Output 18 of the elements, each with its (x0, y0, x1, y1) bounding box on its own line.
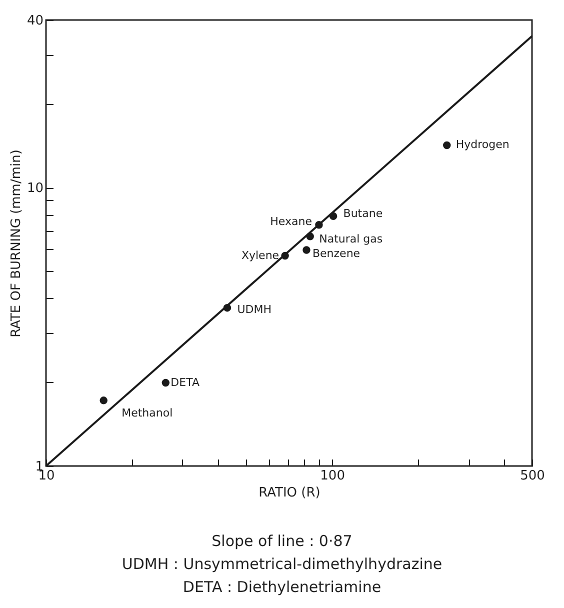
annotation: Hexane (270, 214, 312, 228)
annotation: Xylene (241, 248, 280, 262)
x-axis-title: RATIO (R) (258, 486, 320, 500)
x-tick-label: 500 (520, 468, 545, 484)
text: DETA : Diethylenetriamine (182, 577, 382, 598)
x-tick-label: 100 (320, 468, 345, 484)
text: UDMH : Unsymmetrical-dimethylhydrazine (120, 554, 444, 575)
annotation: UDMH (237, 302, 272, 316)
y-axis-title: RATE OF BURNING (mm/min) (8, 150, 24, 338)
annotation: Butane (343, 207, 383, 220)
annotation: Natural gas (319, 232, 383, 246)
y-tick-label: 10 (26, 181, 44, 196)
text: Slope of line : 0·87 (210, 531, 354, 552)
annotation: Hydrogen (456, 138, 510, 152)
annotation: DETA (170, 376, 200, 389)
annotation: Methanol (122, 406, 173, 420)
annotation: Benzene (312, 246, 360, 260)
y-tick-label: 40 (26, 14, 44, 28)
